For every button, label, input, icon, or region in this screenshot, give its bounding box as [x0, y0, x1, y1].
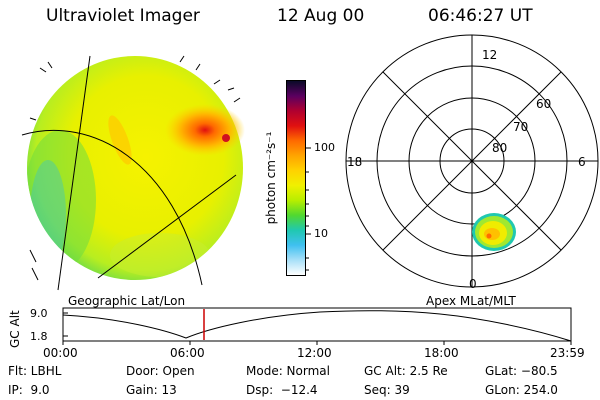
timeline-xtick-2359: 23:59	[550, 346, 585, 360]
timeline-xtick-0000: 00:00	[43, 346, 78, 360]
mlt-label-18: 18	[347, 155, 363, 169]
info-glat: GLat: −80.5	[485, 364, 558, 378]
earth-disk	[27, 56, 245, 280]
time-label: 06:46:27 UT	[428, 6, 533, 26]
colorbar	[286, 80, 306, 276]
info-mode: Mode: Normal	[246, 364, 330, 378]
mlt-label-12: 12	[482, 48, 498, 62]
timeline-xtick-0600: 06:00	[170, 346, 205, 360]
limb-ticks	[29, 55, 241, 281]
apex-caption: Apex MLat/MLT	[426, 294, 516, 308]
timeline-ytick-9: 9.0	[30, 307, 48, 320]
polar-aurora-blob	[472, 213, 516, 251]
polar-diagonal-2	[382, 71, 562, 251]
info-seq: Seq: 39	[364, 383, 410, 397]
info-filter: Flt: LBHL	[8, 364, 62, 378]
info-door: Door: Open	[126, 364, 195, 378]
timeline-axis-label: GC Alt	[8, 310, 22, 348]
colorbar-ticks	[306, 147, 311, 271]
info-dsp: Dsp: −12.4	[246, 383, 318, 397]
colorbar-tick-100: 100	[314, 141, 335, 154]
timeline-xtick-1800: 18:00	[424, 346, 459, 360]
orbit-altitude-curve	[62, 310, 572, 342]
mlat-label-80: 80	[492, 141, 508, 155]
geographic-caption: Geographic Lat/Lon	[68, 294, 186, 308]
timeline-ytick-1.8: 1.8	[30, 330, 48, 343]
mlat-label-60: 60	[536, 97, 552, 111]
date-label: 12 Aug 00	[277, 6, 365, 26]
timeline-xtick-1200: 12:00	[297, 346, 332, 360]
colorbar-tick-10: 10	[314, 227, 328, 240]
mlat-label-70: 70	[513, 120, 529, 134]
geographic-grid	[21, 55, 237, 291]
instrument-title: Ultraviolet Imager	[46, 6, 200, 26]
info-ip: IP: 9.0	[8, 383, 50, 397]
info-gc-alt: GC Alt: 2.5 Re	[364, 364, 448, 378]
info-glon: GLon: 254.0	[485, 383, 558, 397]
info-gain: Gain: 13	[126, 383, 177, 397]
mlt-label-0: 0	[469, 277, 477, 291]
mlt-label-6: 6	[578, 155, 586, 169]
